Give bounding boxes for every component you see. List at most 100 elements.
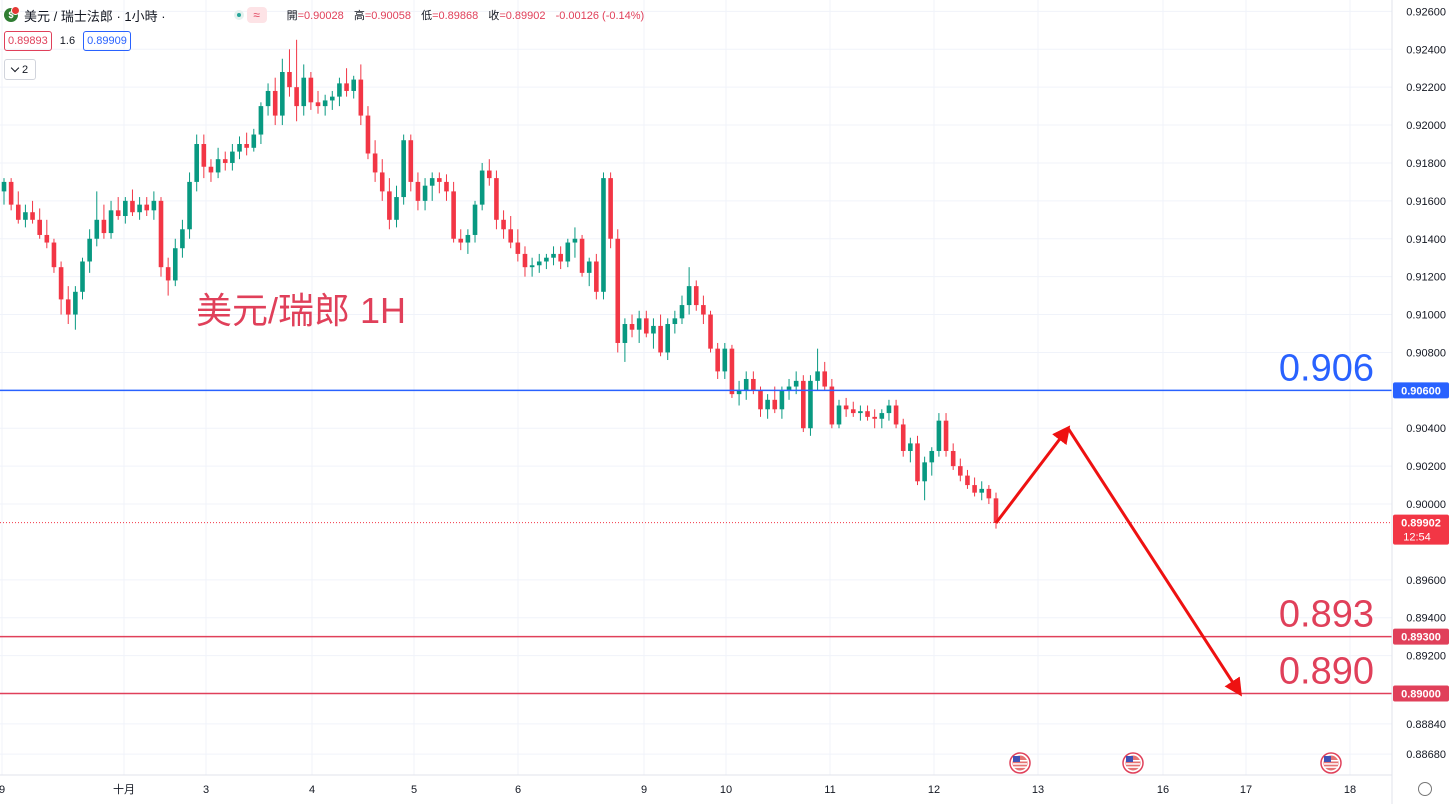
candle-body bbox=[701, 305, 706, 315]
candle-body bbox=[130, 200, 135, 213]
change-value: -0.00126 (-0.14%) bbox=[555, 10, 645, 22]
candle-body bbox=[736, 390, 742, 395]
candle-body bbox=[408, 140, 414, 182]
candle-body bbox=[608, 178, 613, 239]
symbol-title[interactable]: 美元 / 瑞士法郎 · 1小時 · bbox=[24, 8, 166, 24]
candle-body bbox=[850, 409, 856, 414]
buy-button[interactable]: 0.89909 bbox=[83, 31, 131, 51]
time-tick-label: 10 bbox=[720, 784, 732, 796]
time-tick-label: 4 bbox=[309, 784, 315, 796]
time-tick-label: 11 bbox=[824, 784, 835, 796]
candle-body bbox=[58, 267, 64, 300]
candle-body bbox=[158, 200, 164, 268]
flag-stripe bbox=[1126, 763, 1140, 765]
candle-body bbox=[558, 253, 563, 262]
candle-body bbox=[572, 238, 578, 243]
candle-body bbox=[315, 102, 321, 107]
candle-body bbox=[237, 144, 242, 152]
candle-body bbox=[37, 219, 42, 235]
candle-body bbox=[137, 204, 142, 213]
candle-body bbox=[23, 212, 28, 220]
sell-button[interactable]: 0.89893 bbox=[4, 31, 52, 51]
price-tick-label: 0.88840 bbox=[1406, 719, 1446, 731]
price-tag-bg bbox=[1393, 628, 1449, 645]
us-flag-event-icon bbox=[1320, 752, 1342, 774]
candle-body bbox=[651, 325, 656, 334]
candles bbox=[1, 39, 999, 529]
candle-body bbox=[829, 386, 835, 425]
price-tick-label: 0.90000 bbox=[1406, 499, 1446, 511]
price-tag-label: 0.89300 bbox=[1401, 632, 1441, 644]
price-tick-label: 0.90800 bbox=[1406, 347, 1446, 359]
candle-body bbox=[65, 299, 71, 315]
candle-body bbox=[144, 204, 150, 211]
trade-buttons: 0.89893 1.6 0.89909 bbox=[4, 30, 131, 52]
candle-body bbox=[693, 286, 699, 306]
candle-body bbox=[972, 485, 977, 493]
time-tick-label: 13 bbox=[1032, 784, 1044, 796]
candle-body bbox=[8, 181, 14, 205]
candle-body bbox=[950, 450, 956, 467]
flag-canton bbox=[1324, 756, 1331, 762]
last-price-tag: 0.89902 bbox=[1401, 518, 1441, 530]
time-tick-label: 6 bbox=[515, 784, 521, 796]
time-tick-label: 12 bbox=[928, 784, 940, 796]
candle-body bbox=[786, 386, 792, 391]
ohlc-values: 開=0.90028 高=0.90058 低=0.89868 收=0.89902 … bbox=[286, 10, 645, 22]
price-tick-label: 0.91000 bbox=[1406, 310, 1446, 322]
indicators-toggle-button[interactable]: 2 bbox=[4, 59, 36, 80]
candle-body bbox=[986, 488, 992, 499]
candle-body bbox=[943, 420, 949, 451]
wave-icon: ≈ bbox=[246, 7, 267, 23]
price-tick-label: 0.89600 bbox=[1406, 575, 1446, 587]
candle-body bbox=[87, 238, 92, 262]
flag-stripe bbox=[1126, 766, 1140, 768]
candle-body bbox=[872, 416, 877, 419]
candle-body bbox=[272, 90, 278, 116]
candle-body bbox=[586, 261, 592, 273]
candle-body bbox=[244, 144, 249, 148]
candle-body bbox=[379, 172, 385, 192]
candle-body bbox=[579, 238, 585, 273]
candle-body bbox=[251, 134, 257, 148]
candle-body bbox=[344, 83, 349, 91]
candle-body bbox=[429, 178, 435, 186]
candle-body bbox=[123, 200, 128, 217]
candle-body bbox=[1, 181, 7, 192]
grid bbox=[0, 0, 1392, 775]
price-tick-label: 0.91600 bbox=[1406, 196, 1446, 208]
price-tick-label: 0.90200 bbox=[1406, 461, 1446, 473]
candle-body bbox=[922, 462, 927, 482]
candle-body bbox=[301, 77, 307, 107]
price-tick-label: 0.91800 bbox=[1406, 158, 1446, 170]
candle-body bbox=[529, 265, 535, 268]
close-value: =0.89902 bbox=[499, 10, 546, 22]
candle-body bbox=[265, 90, 271, 107]
settings-gear-icon[interactable] bbox=[1418, 782, 1432, 796]
market-status[interactable]: ≈ bbox=[233, 7, 267, 23]
candle-body bbox=[422, 185, 428, 201]
candle-body bbox=[958, 466, 963, 476]
candle-body bbox=[808, 380, 813, 429]
projection-arrows bbox=[994, 425, 1242, 697]
candle-body bbox=[551, 253, 556, 258]
candle-body bbox=[965, 475, 970, 486]
price-line-label: 0.893 bbox=[1279, 594, 1374, 636]
candle-body bbox=[765, 399, 770, 410]
flag-stripe bbox=[1324, 766, 1338, 768]
price-tag-label: 0.89000 bbox=[1401, 689, 1441, 701]
candle-body bbox=[458, 238, 464, 243]
candle-body bbox=[843, 405, 849, 410]
candle-body bbox=[329, 96, 335, 101]
candle-body bbox=[993, 498, 999, 523]
candle-body bbox=[230, 151, 235, 163]
candle-body bbox=[165, 267, 171, 281]
us-flag-event-icon bbox=[1122, 752, 1144, 774]
candle-body bbox=[80, 261, 85, 292]
candle-body bbox=[108, 210, 114, 234]
candle-body bbox=[479, 170, 485, 205]
candle-body bbox=[194, 144, 199, 182]
candle-body bbox=[565, 242, 571, 262]
candle-body bbox=[815, 371, 820, 381]
